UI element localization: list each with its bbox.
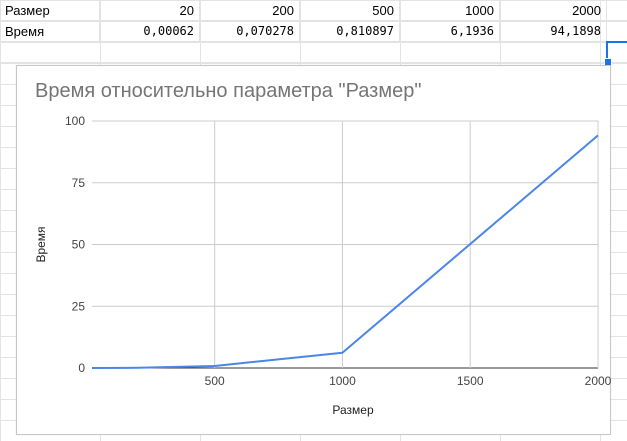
cell-size-2[interactable]: 200 — [200, 0, 300, 20]
cell-size-5[interactable]: 2000 — [500, 0, 607, 20]
cell-size-1[interactable]: 20 — [100, 0, 200, 20]
cell-time-5[interactable]: 94,1898 — [500, 21, 607, 41]
cell-time-2[interactable]: 0,070278 — [200, 21, 300, 41]
y-tick-label: 25 — [72, 299, 86, 313]
x-tick-label: 2000 — [585, 374, 612, 388]
y-tick-label: 100 — [65, 114, 85, 128]
table-row — [0, 42, 627, 63]
y-tick-label: 50 — [72, 238, 86, 252]
cell-size-4[interactable]: 1000 — [400, 0, 500, 20]
chart-container[interactable]: Время относительно параметра "Размер" 0 2… — [16, 65, 612, 435]
cell-time-1[interactable]: 0,00062 — [100, 21, 200, 41]
x-tick-label: 1500 — [457, 374, 484, 388]
x-axis-title: Размер — [332, 403, 374, 417]
y-axis-title: Время — [34, 226, 48, 262]
line-chart: 0 25 50 75 100 500 1000 1500 2000 Размер Время — [34, 114, 612, 417]
chart-title: Время относительно параметра "Размер" — [35, 80, 422, 102]
cell-time-4[interactable]: 6,1936 — [400, 21, 500, 41]
selected-cell-outline[interactable] — [606, 41, 627, 62]
y-tick-label: 0 — [78, 361, 85, 375]
table-row: Размер 20 200 500 1000 2000 — [0, 0, 627, 21]
cell-time-3[interactable]: 0,810897 — [300, 21, 400, 41]
x-tick-label: 1000 — [329, 374, 356, 388]
cell-size-label[interactable]: Размер — [0, 0, 100, 20]
cell-size-3[interactable]: 500 — [300, 0, 400, 20]
table-row: Время 0,00062 0,070278 0,810897 6,1936 9… — [0, 21, 627, 42]
x-tick-label: 500 — [205, 374, 225, 388]
series-line — [91, 134, 599, 369]
cell-time-label[interactable]: Время — [0, 21, 100, 41]
y-tick-label: 75 — [72, 176, 86, 190]
